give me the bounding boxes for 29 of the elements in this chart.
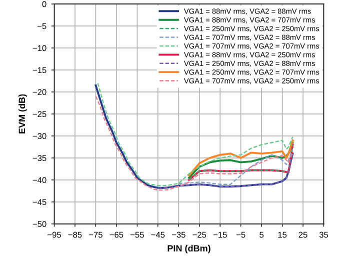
x-tick-label: −75 — [89, 232, 102, 238]
x-tick-label: −35 — [172, 232, 186, 238]
x-tick-label: −15 — [213, 232, 227, 238]
y-tick-label: −5 — [38, 23, 46, 30]
y-tick-label: −40 — [32, 177, 46, 184]
x-tick-label: −45 — [151, 232, 165, 238]
x-tick-label: 25 — [298, 232, 308, 238]
x-tick-label: 15 — [278, 232, 287, 238]
y-tick-label: −35 — [32, 155, 46, 162]
line-series — [157, 152, 294, 188]
x-tick-label: 35 — [319, 232, 328, 238]
y-axis-title: EVM (dB) — [18, 94, 27, 134]
y-tick-label: −25 — [32, 111, 46, 118]
x-tick-label: −85 — [68, 232, 82, 238]
x-tick-label: −5 — [236, 232, 246, 238]
x-tick-label: −95 — [48, 232, 61, 238]
y-tick-label: −30 — [32, 133, 46, 140]
y-tick-label: −15 — [32, 67, 46, 74]
x-tick-label: 5 — [260, 232, 264, 238]
y-tick-label: −45 — [32, 199, 46, 206]
x-axis-title: PIN (dBm) — [168, 244, 210, 254]
y-tick-label: −10 — [32, 45, 46, 52]
y-tick-label: 0 — [42, 1, 46, 8]
x-tick-label: −25 — [192, 232, 206, 238]
line-series — [178, 148, 294, 185]
x-tick-label: −55 — [130, 232, 144, 238]
y-tick-label: −50 — [32, 221, 46, 228]
y-tick-label: −20 — [32, 89, 46, 96]
x-tick-label: −65 — [110, 232, 124, 238]
